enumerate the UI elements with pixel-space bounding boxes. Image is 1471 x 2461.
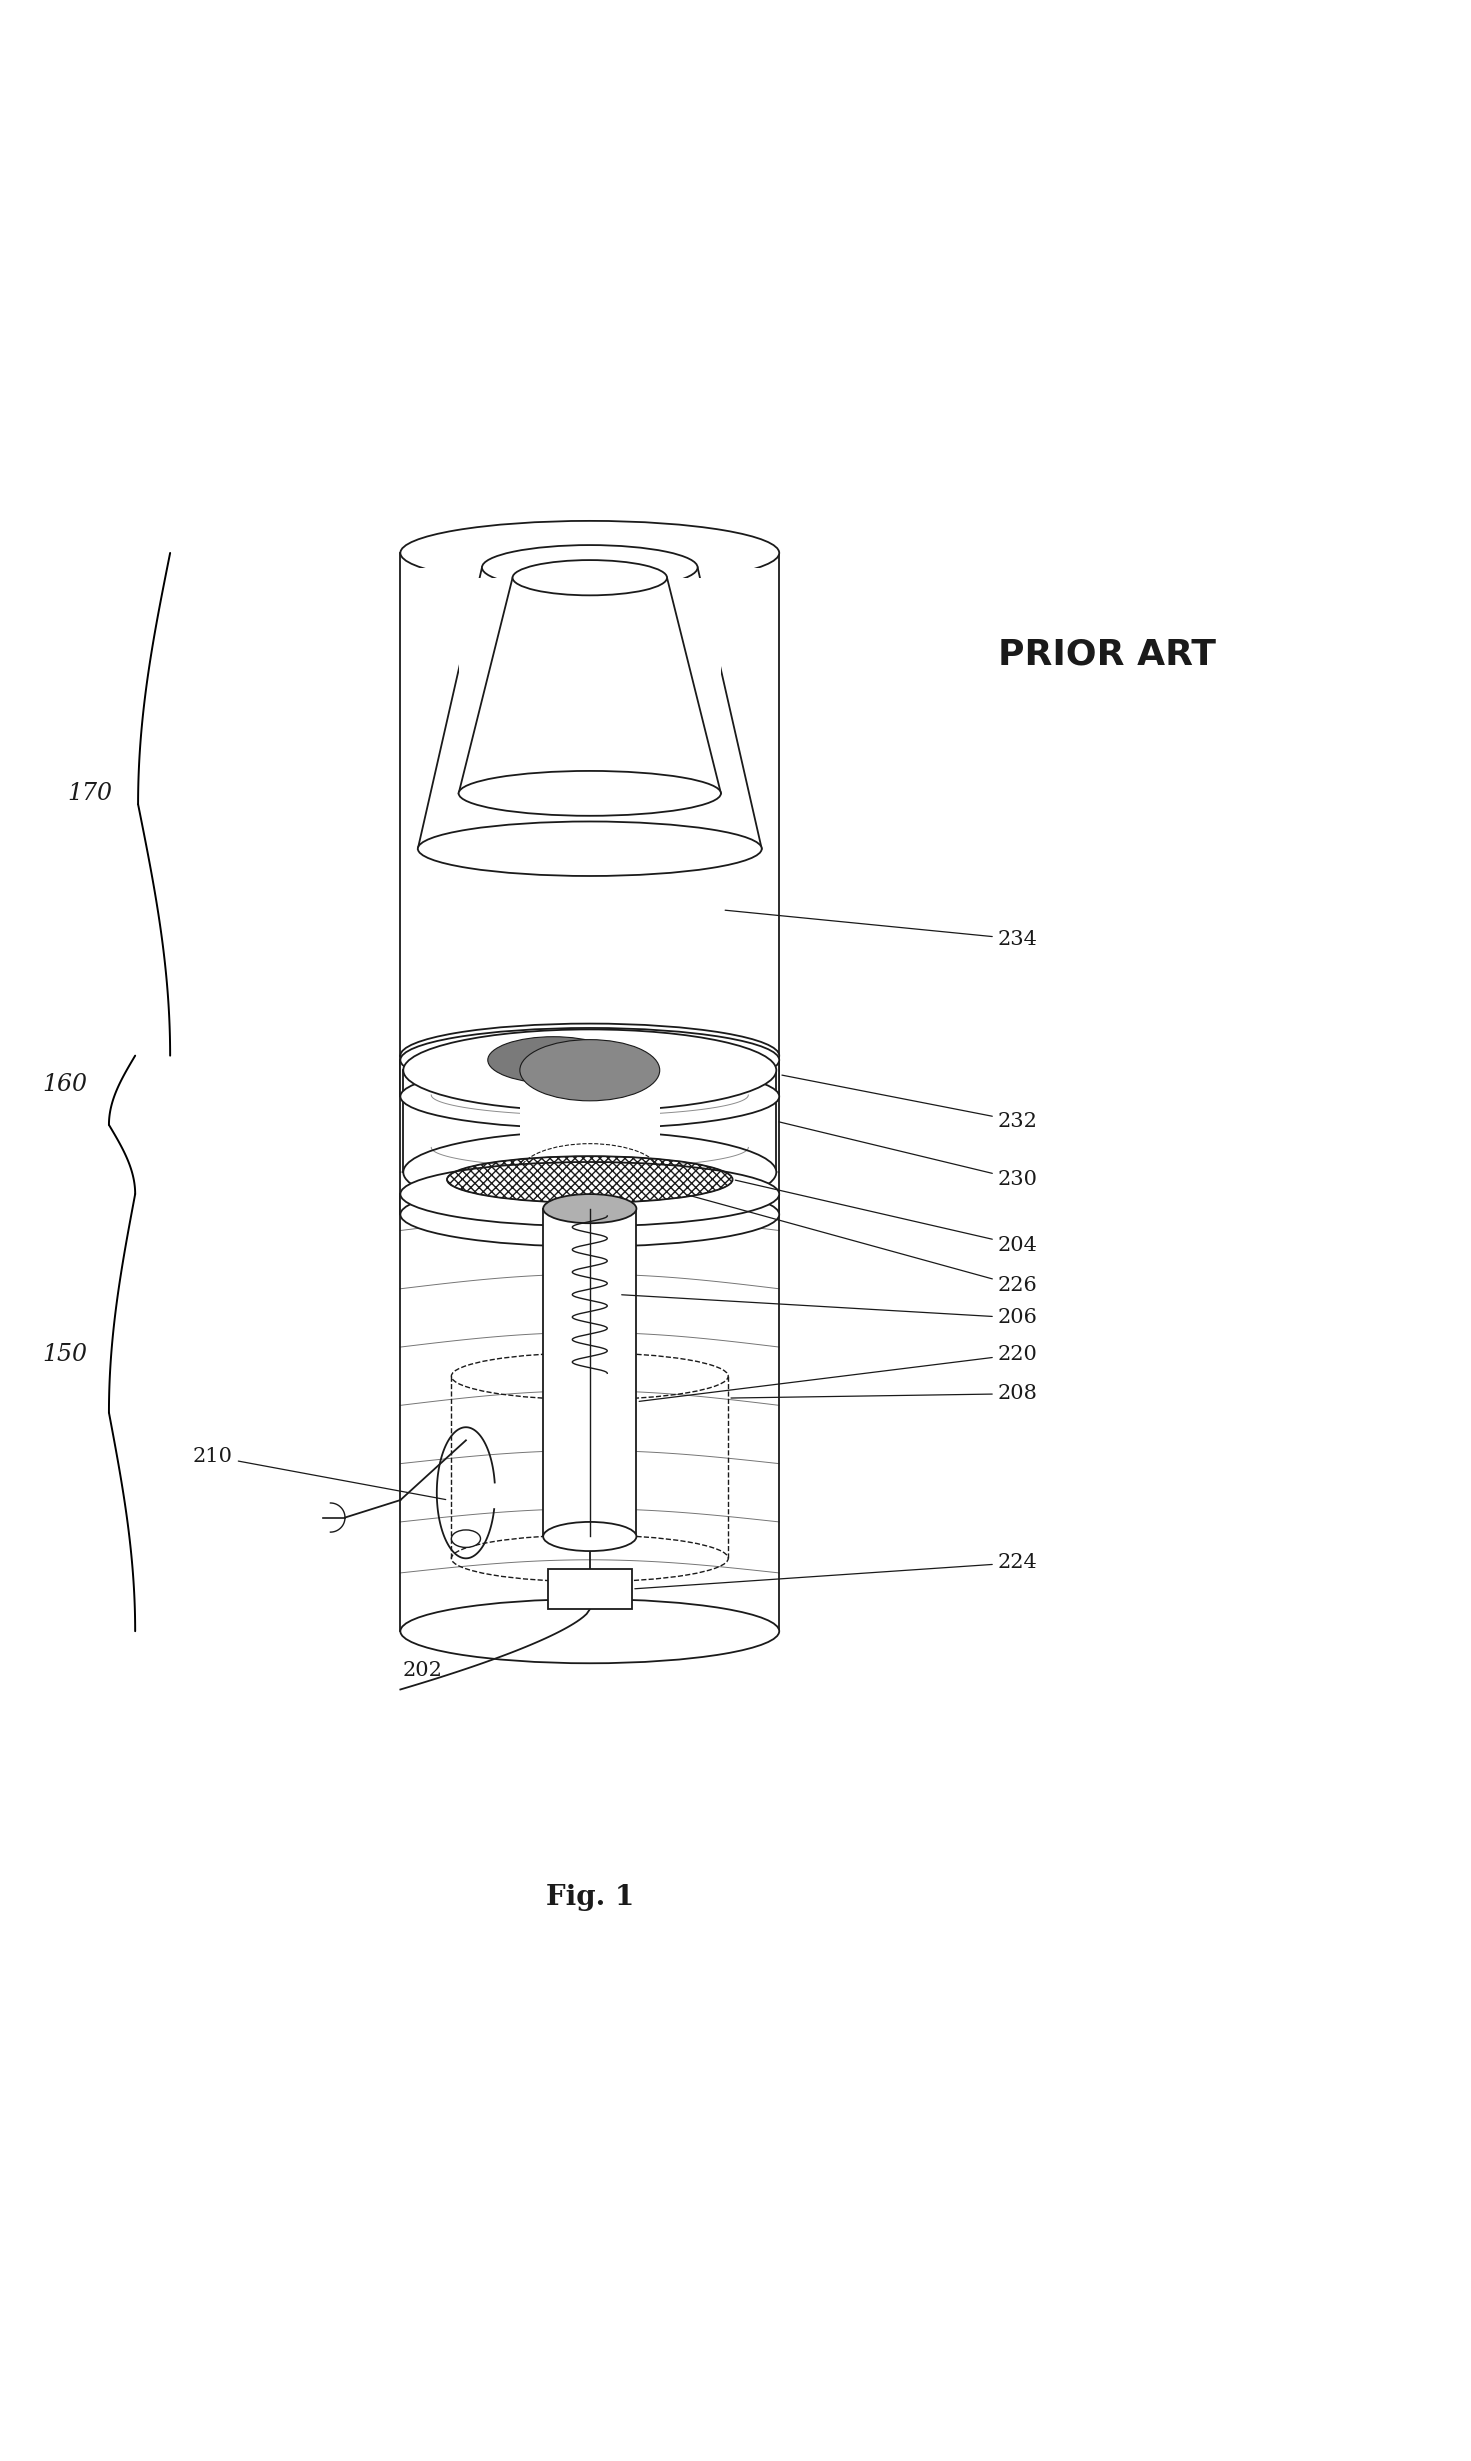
Ellipse shape (543, 1194, 637, 1223)
Ellipse shape (512, 561, 666, 596)
Ellipse shape (400, 1600, 780, 1664)
Ellipse shape (418, 822, 762, 876)
Text: 150: 150 (43, 1344, 87, 1366)
Text: 204: 204 (736, 1181, 1037, 1255)
Ellipse shape (519, 1144, 659, 1201)
Text: 234: 234 (725, 911, 1037, 947)
Ellipse shape (400, 1029, 780, 1093)
Polygon shape (543, 1208, 637, 1536)
Ellipse shape (452, 1531, 481, 1548)
Ellipse shape (459, 770, 721, 815)
Ellipse shape (519, 1039, 659, 1100)
Bar (547, 1568, 633, 1609)
Text: 208: 208 (731, 1383, 1037, 1403)
Text: 202: 202 (402, 1661, 443, 1681)
Ellipse shape (400, 1181, 780, 1248)
Ellipse shape (482, 544, 697, 591)
Text: 224: 224 (635, 1553, 1037, 1590)
Text: 160: 160 (43, 1073, 87, 1095)
Ellipse shape (400, 1162, 780, 1226)
Polygon shape (459, 578, 721, 792)
Text: 230: 230 (780, 1122, 1037, 1189)
Polygon shape (400, 554, 780, 1056)
Polygon shape (400, 1056, 780, 1632)
Polygon shape (403, 1071, 777, 1171)
Ellipse shape (403, 1029, 777, 1110)
Ellipse shape (400, 522, 780, 586)
Text: Fig. 1: Fig. 1 (546, 1885, 634, 1912)
Text: 232: 232 (783, 1075, 1037, 1130)
Ellipse shape (488, 1036, 619, 1083)
Text: 210: 210 (193, 1447, 446, 1499)
Ellipse shape (400, 1024, 780, 1088)
Polygon shape (400, 1061, 780, 1098)
Polygon shape (400, 1194, 780, 1213)
Polygon shape (418, 568, 762, 849)
Text: 226: 226 (687, 1194, 1037, 1294)
Ellipse shape (403, 1132, 777, 1213)
Polygon shape (519, 1071, 659, 1171)
Ellipse shape (400, 1066, 780, 1130)
Text: 206: 206 (622, 1294, 1037, 1326)
Text: 170: 170 (66, 783, 112, 805)
Ellipse shape (543, 1521, 637, 1550)
Text: 220: 220 (640, 1344, 1037, 1400)
Text: PRIOR ART: PRIOR ART (997, 637, 1215, 672)
